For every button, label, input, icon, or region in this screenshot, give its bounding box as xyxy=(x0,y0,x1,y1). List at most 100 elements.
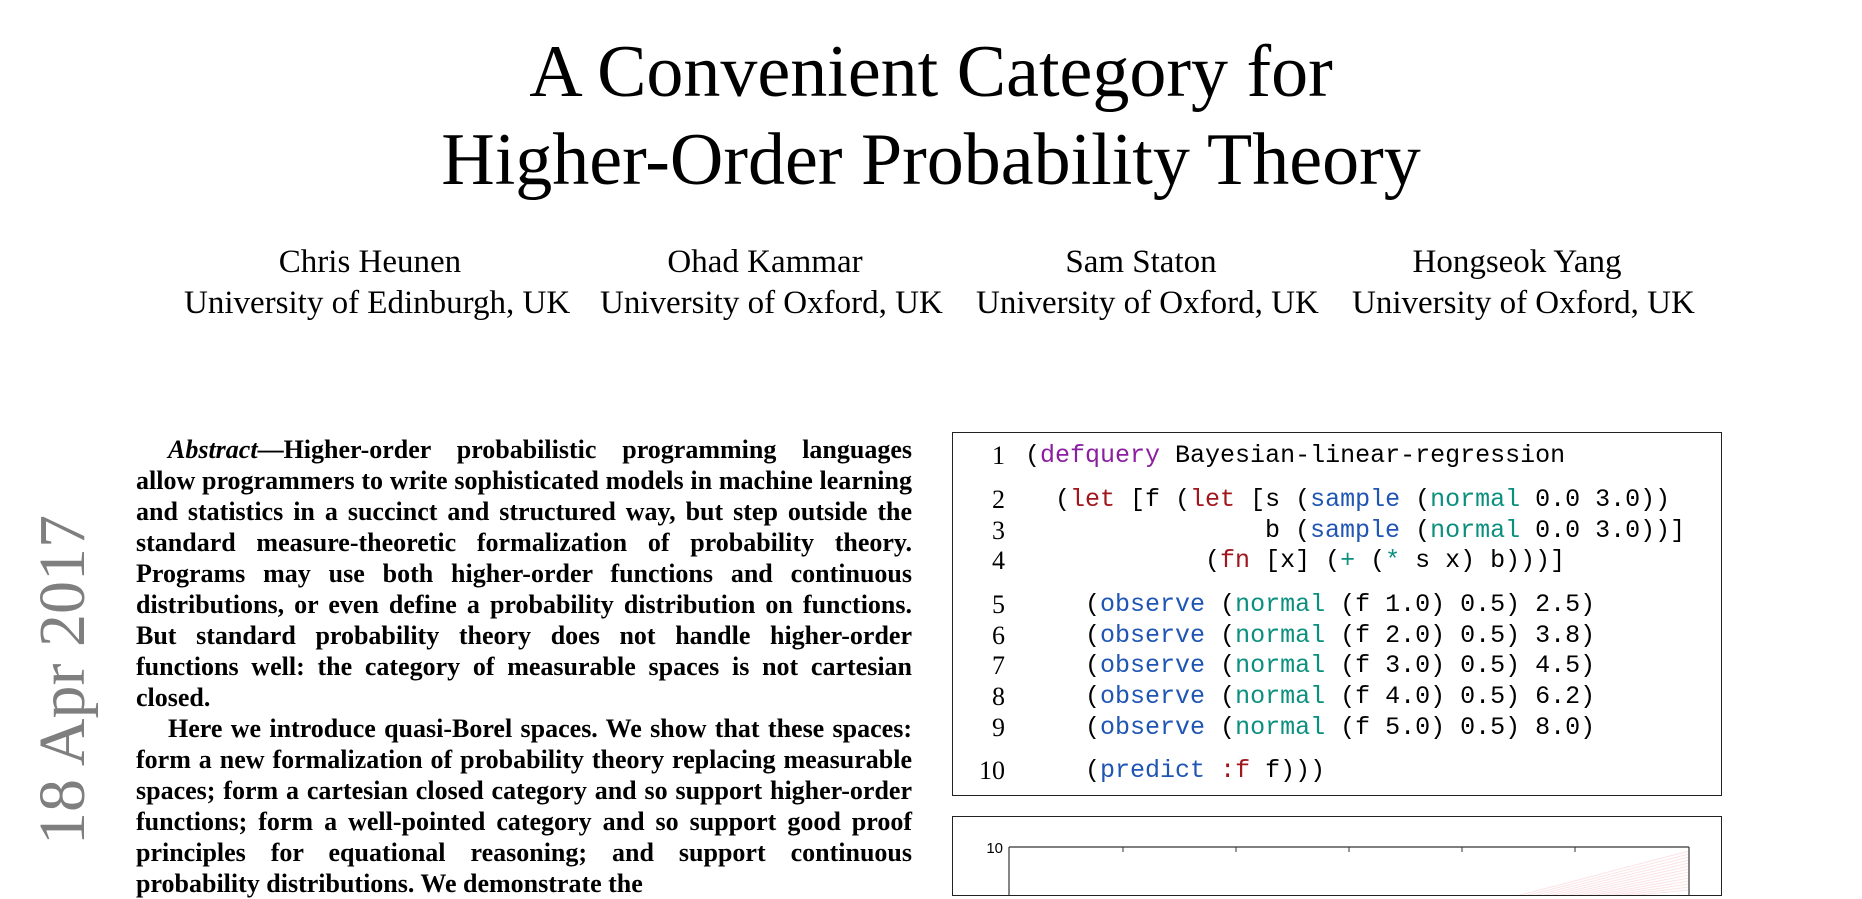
line-number: 6 xyxy=(992,621,1005,650)
author-name: Hongseok Yang xyxy=(1412,244,1622,280)
code-token: ( xyxy=(1355,546,1386,575)
abstract-label: Abstract xyxy=(168,435,258,464)
sample-line xyxy=(1543,859,1690,895)
code-text: b (sample (normal 0.0 3.0))] xyxy=(1025,516,1685,546)
paper-title: A Convenient Category for Higher-Order P… xyxy=(0,28,1862,204)
title-line-2: Higher-Order Probability Theory xyxy=(441,119,1421,201)
code-keyword: defquery xyxy=(1040,441,1161,470)
posterior-sample-lines xyxy=(1518,850,1690,895)
author-name: Ohad Kammar xyxy=(667,244,863,280)
abstract: Abstract—Higher-order probabilistic prog… xyxy=(136,434,912,899)
code-token: ( xyxy=(1025,756,1101,785)
author-affiliation: University of Oxford, UK xyxy=(1352,285,1695,321)
code-token: (f 5.0) 0.5) 8.0) xyxy=(1325,713,1596,742)
author-yang: Hongseok Yang University of Oxford, UK xyxy=(1352,242,1695,324)
code-text: (defquery Bayesian-linear-regression xyxy=(1025,441,1565,471)
line-number: 7 xyxy=(992,651,1005,680)
line-number: 2 xyxy=(992,485,1005,514)
code-token: ( xyxy=(1205,682,1236,711)
line-number: 8 xyxy=(992,682,1005,711)
author-name: Sam Staton xyxy=(1065,244,1217,280)
code-token xyxy=(1205,756,1220,785)
code-token: Bayesian-linear-regression xyxy=(1160,441,1566,470)
plot-canvas: 10 xyxy=(986,840,1690,895)
author-affiliation: University of Oxford, UK xyxy=(600,285,943,321)
code-keyword: sample xyxy=(1310,516,1401,545)
code-token: (f 3.0) 0.5) 4.5) xyxy=(1325,651,1596,680)
code-keyword: observe xyxy=(1100,621,1206,650)
code-text: (observe (normal (f 2.0) 0.5) 3.8) xyxy=(1025,621,1595,651)
code-token: [s ( xyxy=(1235,485,1311,514)
abstract-paragraph-1: Abstract—Higher-order probabilistic prog… xyxy=(136,434,912,713)
code-token: s x) b)))] xyxy=(1400,546,1566,575)
code-keyword: let xyxy=(1070,485,1116,514)
abstract-paragraph-2: Here we introduce quasi-Borel spaces. We… xyxy=(136,714,912,898)
code-keyword: observe xyxy=(1100,682,1206,711)
code-keyword: + xyxy=(1340,546,1356,575)
code-text: (observe (normal (f 3.0) 0.5) 4.5) xyxy=(1025,651,1595,681)
title-line-1: A Convenient Category for xyxy=(529,31,1333,113)
code-token: ( xyxy=(1400,516,1431,545)
code-listing: 1 (defquery Bayesian-linear-regression 2 … xyxy=(952,432,1722,796)
line-number: 10 xyxy=(979,756,1005,785)
author-name: Chris Heunen xyxy=(278,244,462,280)
code-token: [f ( xyxy=(1115,485,1191,514)
author-staton: Sam Staton University of Oxford, UK xyxy=(976,242,1319,324)
author-affiliation: University of Oxford, UK xyxy=(976,285,1319,321)
code-keyword: :f xyxy=(1220,756,1251,785)
code-text: (observe (normal (f 4.0) 0.5) 6.2) xyxy=(1025,682,1595,712)
code-keyword: * xyxy=(1385,546,1401,575)
code-keyword: normal xyxy=(1235,590,1326,619)
code-token: (f 4.0) 0.5) 6.2) xyxy=(1325,682,1596,711)
line-number: 1 xyxy=(992,441,1005,470)
code-keyword: sample xyxy=(1310,485,1401,514)
line-number: 4 xyxy=(992,546,1005,575)
code-keyword: observe xyxy=(1100,651,1206,680)
code-token: b ( xyxy=(1025,516,1311,545)
author-affiliation: University of Edinburgh, UK xyxy=(184,285,571,321)
code-token: (f 2.0) 0.5) 3.8) xyxy=(1325,621,1596,650)
code-text: (predict :f f))) xyxy=(1025,756,1325,786)
code-token: ( xyxy=(1205,621,1236,650)
code-token: (f 1.0) 0.5) 2.5) xyxy=(1325,590,1596,619)
y-tick-label: 10 xyxy=(986,840,1003,857)
code-token: ( xyxy=(1205,713,1236,742)
abstract-text-1: —Higher-order probabilistic programming … xyxy=(136,435,912,712)
author-kammar: Ohad Kammar University of Oxford, UK xyxy=(600,242,943,324)
author-block: Chris Heunen University of Edinburgh, UK… xyxy=(0,242,1862,332)
code-token: ( xyxy=(1025,590,1101,619)
line-number: 5 xyxy=(992,590,1005,619)
code-token: ( xyxy=(1025,682,1101,711)
code-keyword: predict xyxy=(1100,756,1206,785)
code-token: ( xyxy=(1400,485,1431,514)
code-keyword: normal xyxy=(1235,713,1326,742)
code-token: 0.0 3.0))] xyxy=(1520,516,1686,545)
code-text: (observe (normal (f 1.0) 0.5) 2.5) xyxy=(1025,590,1595,620)
code-keyword: normal xyxy=(1235,621,1326,650)
code-token: ( xyxy=(1025,621,1101,650)
code-keyword: normal xyxy=(1430,485,1521,514)
line-number: 9 xyxy=(992,713,1005,742)
author-heunen: Chris Heunen University of Edinburgh, UK xyxy=(184,242,571,324)
code-keyword: observe xyxy=(1100,713,1206,742)
code-token: ( xyxy=(1025,546,1221,575)
code-token: 0.0 3.0)) xyxy=(1520,485,1671,514)
code-keyword: normal xyxy=(1235,682,1326,711)
code-text: (let [f (let [s (sample (normal 0.0 3.0)… xyxy=(1025,485,1670,515)
code-text: (fn [x] (+ (* s x) b)))] xyxy=(1025,546,1565,576)
code-token: ( xyxy=(1205,651,1236,680)
code-token: ( xyxy=(1025,485,1071,514)
code-token: ( xyxy=(1025,713,1101,742)
code-keyword: observe xyxy=(1100,590,1206,619)
code-keyword: fn xyxy=(1220,546,1251,575)
code-text: (observe (normal (f 5.0) 0.5) 8.0) xyxy=(1025,713,1595,743)
code-keyword: normal xyxy=(1430,516,1521,545)
regression-figure: 10 xyxy=(952,816,1722,896)
code-token: ( xyxy=(1205,590,1236,619)
line-number: 3 xyxy=(992,516,1005,545)
sample-line xyxy=(1518,850,1690,895)
code-token: [x] ( xyxy=(1250,546,1341,575)
code-keyword: let xyxy=(1190,485,1236,514)
arxiv-side-date: 18 Apr 2017 xyxy=(26,515,99,845)
code-token: ( xyxy=(1025,651,1101,680)
